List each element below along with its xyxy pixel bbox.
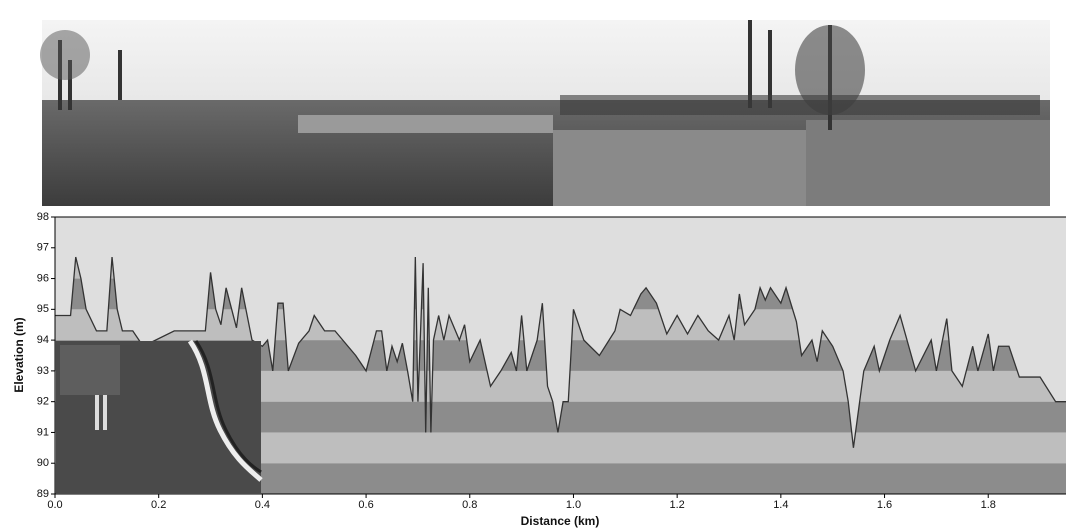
photo-panorama <box>40 20 1050 206</box>
x-tick-label: 1.8 <box>981 499 996 511</box>
y-tick-label: 91 <box>37 426 49 438</box>
x-tick-label: 1.6 <box>877 499 892 511</box>
y-tick-label: 95 <box>37 303 49 315</box>
y-tick-label: 98 <box>37 211 49 223</box>
y-tick-label: 93 <box>37 365 49 377</box>
y-tick-label: 96 <box>37 272 49 284</box>
y-tick-label: 90 <box>37 457 49 469</box>
y-tick-label: 89 <box>37 488 49 500</box>
satellite-inset <box>56 339 263 494</box>
x-tick-label: 0.2 <box>151 499 166 511</box>
x-tick-label: 0.0 <box>47 499 62 511</box>
x-tick-label: 0.8 <box>462 499 477 511</box>
x-tick-label: 1.2 <box>670 499 685 511</box>
x-tick-label: 1.0 <box>566 499 581 511</box>
x-axis-title: Distance (km) <box>521 514 600 528</box>
y-tick-label: 92 <box>37 396 49 408</box>
y-tick-label: 97 <box>37 242 49 254</box>
y-tick-label: 94 <box>37 334 49 346</box>
x-tick-label: 0.4 <box>255 499 270 511</box>
x-tick-label: 0.6 <box>358 499 373 511</box>
y-axis-title: Elevation (m) <box>12 317 26 392</box>
x-tick-label: 1.4 <box>773 499 788 511</box>
